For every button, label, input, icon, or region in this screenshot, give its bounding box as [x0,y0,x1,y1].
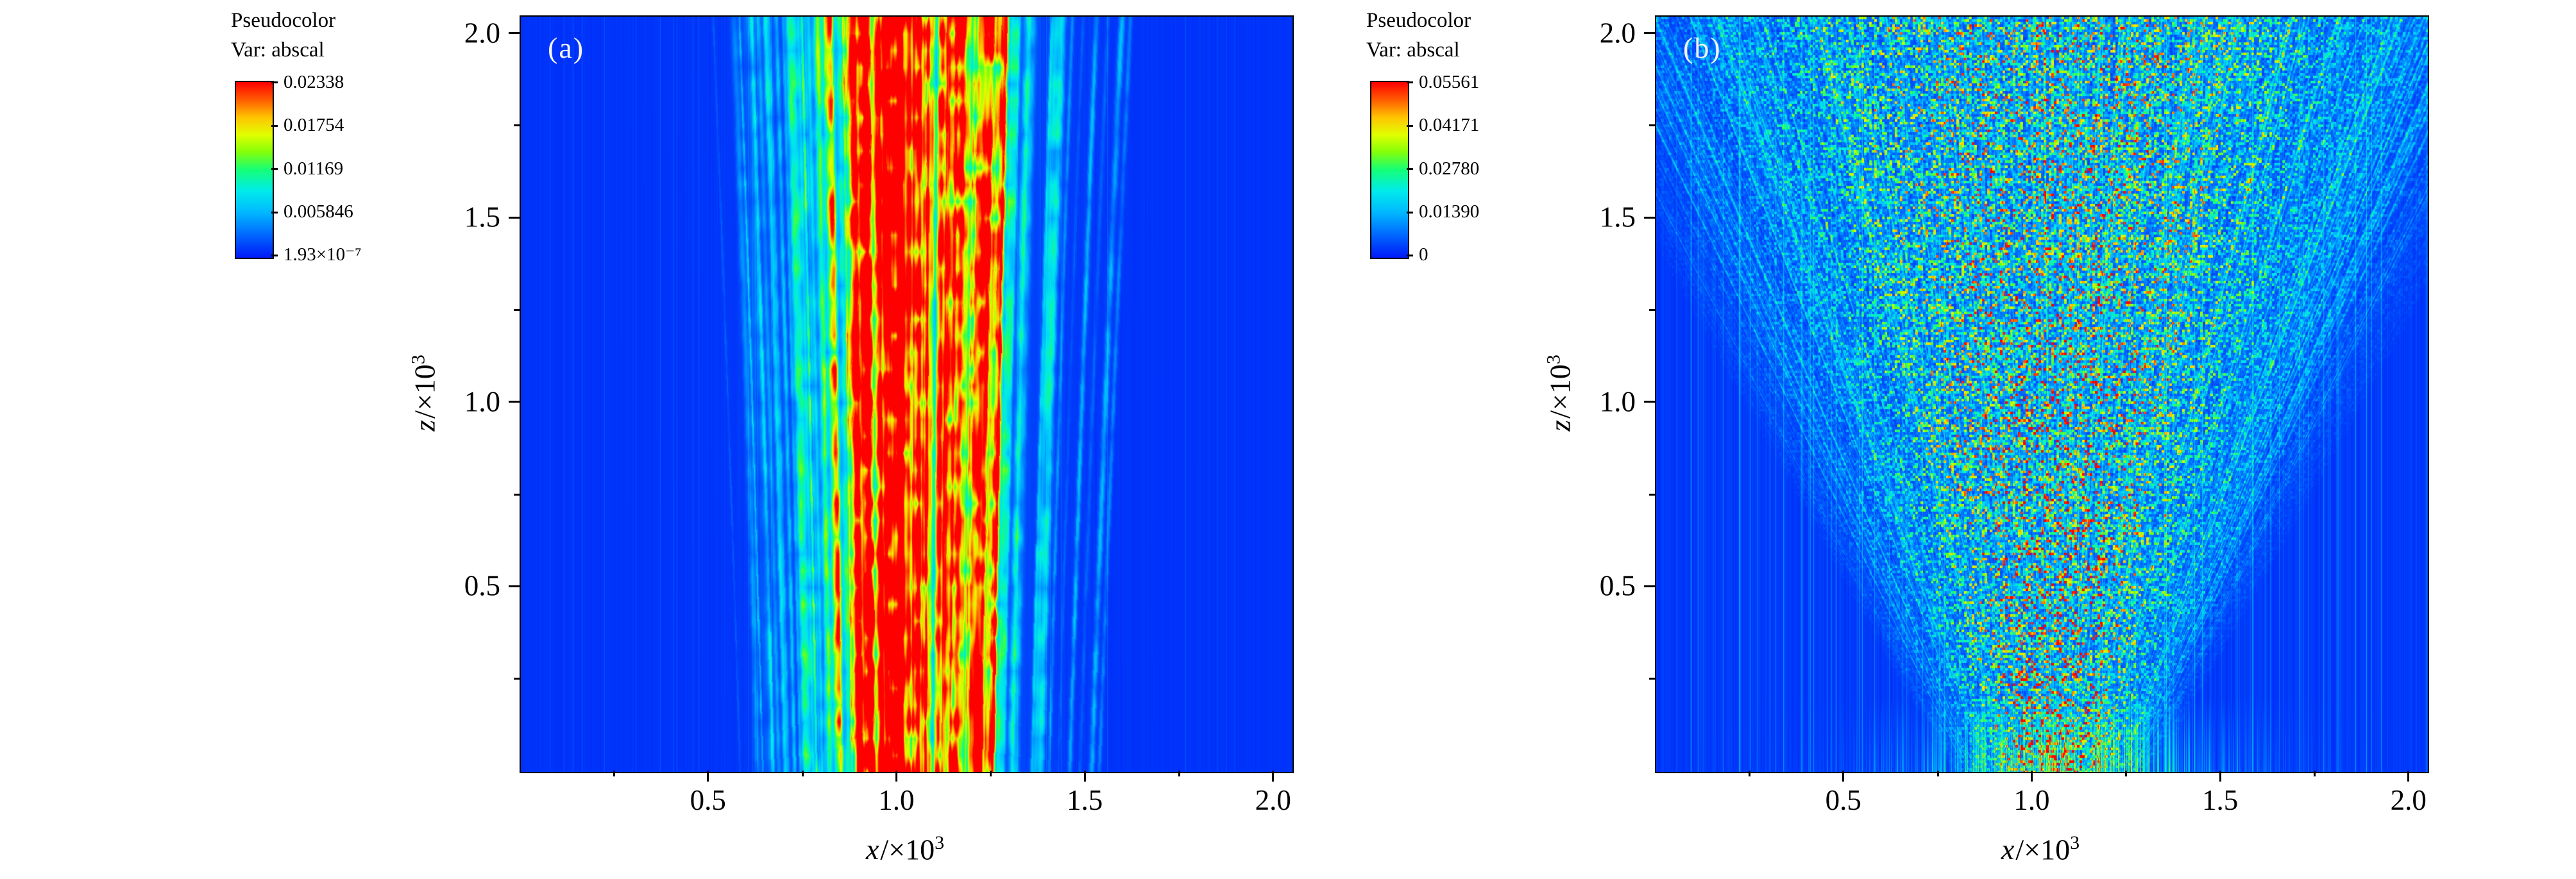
x-axis-minor-tick [801,771,804,776]
x-axis-major-tick [707,771,709,782]
x-axis-tick-label: 1.0 [878,784,915,816]
z-axis-tick-label: 1.5 [464,201,500,233]
x-axis-label: x/×103 [866,832,944,866]
z-axis-tick-label: 0.5 [1599,569,1636,602]
z-axis-major-tick [509,585,520,587]
x-axis-tick-label: 1.0 [2013,784,2050,816]
colorbar-tick-label: 0 [1419,244,1428,265]
z-axis-major-tick [509,32,520,35]
x-axis-minor-tick [990,771,992,776]
z-axis-variable: z [1543,419,1577,431]
z-axis-exponent: 3 [1543,355,1564,365]
x-axis-major-tick [2030,771,2033,782]
z-axis-major-tick [1644,32,1655,35]
x-axis-tick-label: 1.5 [2201,784,2239,816]
x-axis-minor-tick [2313,771,2316,776]
x-axis-minor-tick [2125,771,2128,776]
colorbar-tick-label: 0.01169 [284,158,344,179]
x-axis-major-tick [2219,771,2221,782]
panel-b: Pseudocolor Var: abscal 0.05561 0.04171 … [1135,0,2444,879]
colorbar-tick-mark [271,211,278,213]
colorbar-tick-mark [1407,255,1413,256]
z-axis-major-tick [1644,216,1655,219]
x-axis-minor-tick [1178,771,1180,776]
z-axis-minor-tick [1649,493,1655,496]
x-axis-variable: x [2001,833,2015,866]
heatmap-canvas-b [1656,17,2428,772]
colorbar-tick-labels: 0.05561 0.04171 0.02780 0.01390 0 [1419,73,1479,264]
x-axis-major-tick [1842,771,1845,782]
x-axis-tick-label: 2.0 [1255,784,1291,816]
z-axis-minor-tick [514,678,520,680]
colorbar-tick-mark [271,81,278,83]
heatmap-plot-a: (a) [520,15,1294,773]
colorbar-tick-mark [1407,211,1413,213]
z-axis-minor-tick [514,124,520,127]
z-axis-tick-label: 2.0 [1599,17,1636,49]
heatmap-plot-b: (b) [1655,15,2429,773]
z-axis-tick-label: 2.0 [464,17,500,49]
z-axis-major-tick [1644,585,1655,587]
colorbar-tick-label: 0.04171 [1419,115,1480,136]
z-axis-tick-label: 1.0 [1599,385,1636,418]
x-axis-major-tick [895,771,897,782]
z-axis-minor-tick [1649,678,1655,680]
x-axis-variable: x [865,833,879,866]
z-axis-variable: z [408,419,441,431]
x-axis-exponent: 3 [935,832,945,853]
x-axis-exponent: 3 [2070,832,2080,853]
x-axis-label: x/×103 [2001,832,2080,866]
z-axis-minor-tick [514,309,520,311]
panel-label-b: (b) [1683,31,1722,64]
z-axis-minor-tick [1649,124,1655,127]
panel-label-a: (a) [548,31,585,64]
legend-title: Pseudocolor [231,9,336,32]
x-axis-tick-label: 1.5 [1066,784,1103,816]
colorbar-tick-mark [271,255,278,256]
colorbar-tick-label: 0.01754 [284,115,344,136]
colorbar-tick-mark [1407,124,1413,127]
legend-variable: Var: abscal [231,38,325,62]
colorbar-tick-label: 0.02780 [1419,158,1480,179]
colorbar-tick-mark [271,124,278,127]
legend-title: Pseudocolor [1366,9,1471,32]
colorbar-tick-label: 0.05561 [1419,72,1480,92]
z-axis-minor-tick [514,493,520,496]
colorbar-tick-label: 0.005846 [284,201,353,222]
z-axis-tick-label: 1.0 [464,385,500,418]
x-axis-minor-tick [613,771,615,776]
x-axis-scale: /×10 [880,833,935,866]
panel-a: Pseudocolor Var: abscal 0.02338 0.01754 … [231,9,1294,866]
colorbar-tick-mark [1407,168,1413,170]
z-axis-major-tick [509,401,520,403]
z-axis-tick-label: 0.5 [464,569,500,602]
colorbar [235,81,274,259]
x-axis-tick-label: 0.5 [1825,784,1861,816]
z-axis-major-tick [509,216,520,219]
colorbar-tick-mark [271,168,278,170]
colorbar-tick-mark [1407,81,1413,83]
z-axis-tick-label: 1.5 [1599,201,1636,233]
x-axis-tick-label: 2.0 [2390,784,2427,816]
legend-variable: Var: abscal [1366,38,1460,62]
colorbar-tick-labels: 0.02338 0.01754 0.01169 0.005846 1.93×10… [284,73,362,264]
x-axis-scale: /×10 [2015,833,2071,866]
x-axis-minor-tick [1748,771,1750,776]
colorbar-tick-label: 1.93×10⁻⁷ [284,244,362,265]
x-axis-major-tick [1272,771,1275,782]
x-axis-major-tick [1083,771,1086,782]
x-axis-minor-tick [1936,771,1939,776]
colorbar [1370,81,1409,259]
z-axis-exponent: 3 [407,355,429,365]
z-axis-minor-tick [1649,309,1655,311]
x-axis-tick-label: 0.5 [690,784,726,816]
colorbar-tick-label: 0.01390 [1419,201,1480,222]
x-axis-major-tick [2407,771,2410,782]
z-axis-major-tick [1644,401,1655,403]
heatmap-canvas-a [521,17,1292,772]
colorbar-tick-label: 0.02338 [284,72,344,92]
